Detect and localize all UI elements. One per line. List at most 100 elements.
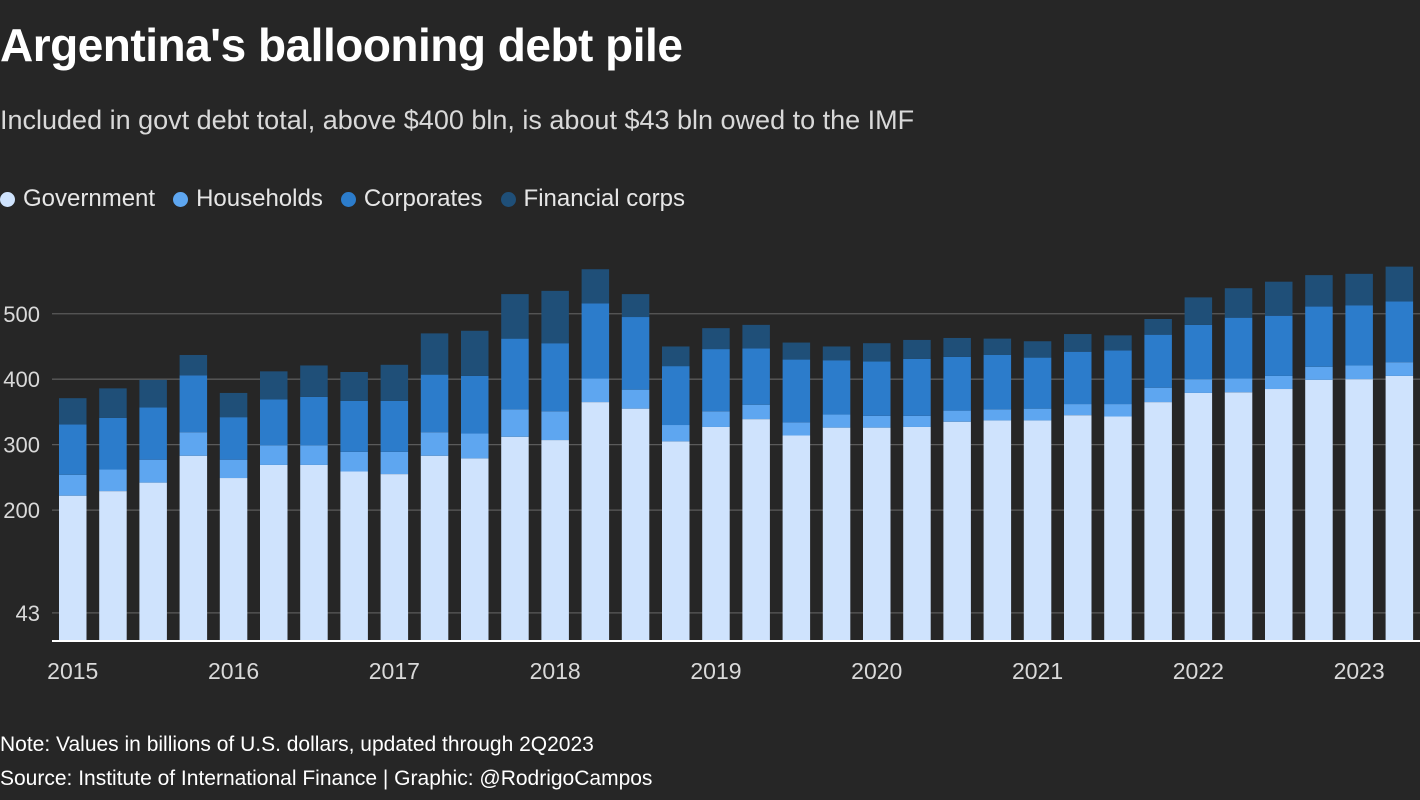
bar-households-2Q2020: [903, 415, 931, 427]
bar-financial-4Q2016: [340, 372, 368, 401]
bar-corporates-2Q2023: [1385, 301, 1414, 363]
bar-financial-1Q2019: [702, 328, 730, 350]
bar-financial-3Q2018: [621, 294, 650, 318]
footnote: Note: Values in billions of U.S. dollars…: [0, 733, 594, 756]
bar-corporates-2Q2018: [581, 303, 610, 379]
bar-government-4Q2021: [1144, 402, 1172, 641]
y-tick-label-500: 500: [3, 302, 40, 327]
bar-corporates-3Q2019: [782, 359, 811, 423]
bar-households-3Q2021: [1104, 404, 1132, 417]
chart-subtitle: Included in govt debt total, above $400 …: [0, 105, 915, 135]
bar-government-1Q2017: [380, 474, 409, 641]
bar-government-4Q2015: [179, 455, 208, 641]
bar-government-1Q2021: [1023, 420, 1052, 641]
bar-corporates-2Q2016: [260, 399, 288, 446]
legend-swatch-financial-corps: [500, 191, 516, 207]
legend-item-government: Government: [0, 185, 155, 213]
bar-government-2Q2018: [581, 402, 610, 641]
bar-households-1Q2015: [59, 474, 87, 496]
bar-financial-1Q2021: [1023, 341, 1052, 358]
bar-government-3Q2019: [782, 435, 811, 641]
bar-financial-3Q2016: [300, 365, 328, 397]
bar-financial-4Q2020: [983, 338, 1012, 355]
x-tick-label-2022: 2022: [1173, 658, 1224, 684]
bar-households-3Q2022: [1265, 375, 1293, 390]
legend-label-financial-corps: Financial corps: [523, 185, 685, 212]
bar-households-4Q2016: [340, 451, 368, 472]
bar-corporates-4Q2018: [662, 366, 690, 426]
bar-financial-3Q2021: [1104, 335, 1132, 351]
bar-financial-1Q2017: [380, 364, 409, 401]
bar-government-2Q2015: [99, 491, 127, 641]
bar-households-1Q2018: [541, 411, 569, 441]
bar-financial-3Q2017: [461, 330, 489, 376]
bar-government-3Q2020: [943, 421, 971, 641]
bar-corporates-4Q2015: [179, 375, 208, 433]
bar-financial-2Q2021: [1064, 334, 1092, 352]
bar-corporates-3Q2022: [1265, 315, 1293, 376]
x-tick-label-2015: 2015: [47, 658, 98, 684]
bar-government-2Q2020: [903, 426, 931, 641]
grid-lines: [52, 313, 1420, 614]
legend-swatch-government: [0, 191, 15, 207]
bar-financial-2Q2019: [742, 324, 770, 349]
bar-government-4Q2020: [983, 420, 1012, 641]
legend-label-corporates: Corporates: [363, 185, 483, 212]
bar-corporates-1Q2023: [1345, 305, 1373, 366]
bar-households-4Q2018: [662, 425, 690, 442]
bar-corporates-2Q2020: [903, 358, 931, 416]
y-tick-label-300: 300: [3, 433, 40, 458]
bar-financial-2Q2023: [1385, 266, 1414, 302]
bar-corporates-1Q2021: [1023, 357, 1052, 409]
bar-households-1Q2021: [1023, 408, 1052, 421]
bar-government-1Q2020: [863, 427, 891, 641]
legend-item-financial-corps: Financial corps: [500, 185, 685, 213]
bar-households-3Q2015: [139, 459, 167, 483]
bar-financial-2Q2020: [903, 339, 931, 359]
x-tick-label-2017: 2017: [369, 658, 420, 684]
bar-financial-2Q2016: [260, 371, 288, 400]
bar-corporates-1Q2022: [1184, 324, 1213, 380]
bar-households-3Q2019: [782, 422, 811, 436]
bar-corporates-3Q2017: [461, 375, 489, 434]
bar-government-1Q2022: [1184, 392, 1213, 641]
bar-financial-3Q2019: [782, 342, 811, 360]
x-tick-label-2021: 2021: [1012, 658, 1063, 684]
legend: Government Households Corporates Financi…: [0, 185, 703, 213]
bar-government-2Q2021: [1064, 415, 1092, 641]
bar-corporates-3Q2016: [300, 396, 328, 446]
bar-households-2Q2021: [1064, 404, 1092, 416]
bar-government-1Q2015: [59, 495, 87, 641]
bar-financial-4Q2019: [822, 346, 851, 361]
y-tick-label-400: 400: [3, 367, 40, 392]
bar-government-4Q2017: [501, 436, 529, 641]
source-credit: Source: Institute of International Finan…: [0, 767, 653, 790]
bar-government-1Q2023: [1345, 379, 1373, 641]
bar-financial-3Q2015: [139, 379, 167, 408]
bar-corporates-2Q2017: [420, 374, 449, 433]
bar-households-4Q2022: [1305, 366, 1333, 380]
bar-financial-1Q2018: [541, 290, 569, 344]
bar-households-4Q2020: [983, 409, 1012, 421]
bar-households-3Q2016: [300, 445, 328, 465]
bar-financial-1Q2015: [59, 398, 87, 425]
bar-households-3Q2020: [943, 410, 971, 422]
bar-financial-2Q2022: [1224, 288, 1253, 318]
bar-households-2Q2015: [99, 469, 127, 492]
bar-households-4Q2019: [822, 414, 851, 428]
bar-government-4Q2019: [822, 427, 851, 641]
bar-financial-1Q2022: [1184, 297, 1213, 325]
bar-financial-1Q2020: [863, 343, 891, 362]
legend-swatch-households: [173, 191, 189, 207]
bar-households-2Q2018: [581, 378, 610, 403]
bar-corporates-1Q2015: [59, 424, 87, 475]
bar-financial-2Q2015: [99, 388, 127, 418]
legend-item-corporates: Corporates: [340, 185, 483, 213]
bar-households-2Q2022: [1224, 378, 1253, 393]
bar-financial-4Q2018: [662, 346, 690, 367]
bar-corporates-1Q2018: [541, 343, 569, 412]
x-tick-label-2023: 2023: [1334, 658, 1385, 684]
bar-corporates-2Q2015: [99, 417, 127, 470]
bar-corporates-2Q2021: [1064, 351, 1092, 405]
bar-corporates-3Q2015: [139, 407, 167, 460]
